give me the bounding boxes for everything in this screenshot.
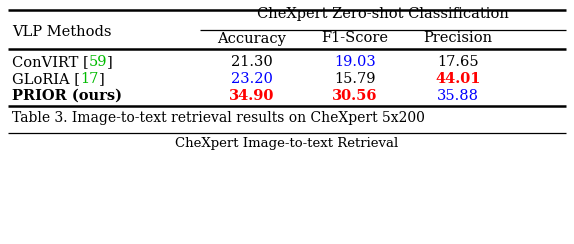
Text: Precision: Precision <box>424 31 492 45</box>
Text: ]: ] <box>107 55 113 69</box>
Text: ConVIRT [: ConVIRT [ <box>12 55 89 69</box>
Text: Table 3. Image-to-text retrieval results on CheXpert 5x200: Table 3. Image-to-text retrieval results… <box>12 111 425 125</box>
Text: 21.30: 21.30 <box>231 55 273 69</box>
Text: 35.88: 35.88 <box>437 89 479 103</box>
Text: 17.65: 17.65 <box>437 55 479 69</box>
Text: VLP Methods: VLP Methods <box>12 25 111 39</box>
Text: 23.20: 23.20 <box>231 72 273 86</box>
Text: F1-Score: F1-Score <box>321 31 389 45</box>
Text: 17: 17 <box>0 243 1 244</box>
Text: PRIOR (ours): PRIOR (ours) <box>0 243 1 244</box>
Text: ]: ] <box>0 243 1 244</box>
Text: ConVIRT [: ConVIRT [ <box>0 243 1 244</box>
Text: PRIOR (ours): PRIOR (ours) <box>12 89 122 103</box>
Text: 59: 59 <box>0 243 1 244</box>
Text: 44.01: 44.01 <box>435 72 481 86</box>
Text: 30.56: 30.56 <box>332 89 378 103</box>
Text: 59: 59 <box>89 55 107 69</box>
Text: 34.90: 34.90 <box>229 89 275 103</box>
Text: GLoRIA [: GLoRIA [ <box>0 243 1 244</box>
Text: ]: ] <box>98 72 104 86</box>
Text: GLoRIA [: GLoRIA [ <box>12 72 80 86</box>
Text: Accuracy: Accuracy <box>218 31 286 45</box>
Text: 17: 17 <box>80 72 98 86</box>
Text: CheXpert Image-to-text Retrieval: CheXpert Image-to-text Retrieval <box>176 138 398 151</box>
Text: ]: ] <box>0 243 1 244</box>
Text: 15.79: 15.79 <box>334 72 376 86</box>
Text: CheXpert Zero-shot Classification: CheXpert Zero-shot Classification <box>257 7 509 21</box>
Text: 19.03: 19.03 <box>334 55 376 69</box>
